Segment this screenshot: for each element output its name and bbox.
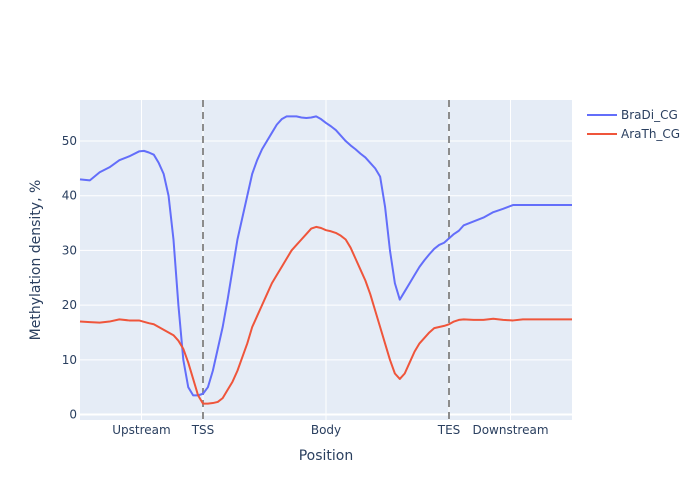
- y-tick-label: 50: [62, 134, 77, 148]
- legend-item[interactable]: BraDi_CG: [587, 108, 678, 122]
- x-axis-title: Position: [299, 448, 354, 464]
- x-tick-label: Upstream: [112, 423, 170, 437]
- series-line-bradi-cg[interactable]: [79, 115, 572, 397]
- legend[interactable]: BraDi_CG AraTh_CG: [587, 108, 680, 141]
- legend-label: BraDi_CG: [621, 108, 678, 122]
- legend-item[interactable]: AraTh_CG: [587, 127, 680, 141]
- vline-layer: [202, 100, 450, 420]
- series-line-arath-cg[interactable]: [79, 225, 572, 405]
- y-tick-label: 0: [69, 408, 77, 422]
- x-tick-layer: Upstream TSS Body TES Downstream: [112, 423, 548, 437]
- series-layer: [79, 115, 572, 405]
- y-tick-label: 30: [62, 243, 77, 257]
- x-tick-label: Body: [311, 423, 341, 437]
- y-tick-layer: 0 10 20 30 40 50: [62, 134, 77, 422]
- x-tick-label: TSS: [191, 423, 215, 437]
- legend-label: AraTh_CG: [621, 127, 680, 141]
- y-tick-label: 40: [62, 189, 77, 203]
- x-tick-label: Downstream: [472, 423, 548, 437]
- y-tick-label: 20: [62, 298, 77, 312]
- y-axis-title: Methylation density, %: [28, 180, 44, 341]
- x-tick-label: TES: [437, 423, 461, 437]
- y-tick-label: 10: [62, 353, 77, 367]
